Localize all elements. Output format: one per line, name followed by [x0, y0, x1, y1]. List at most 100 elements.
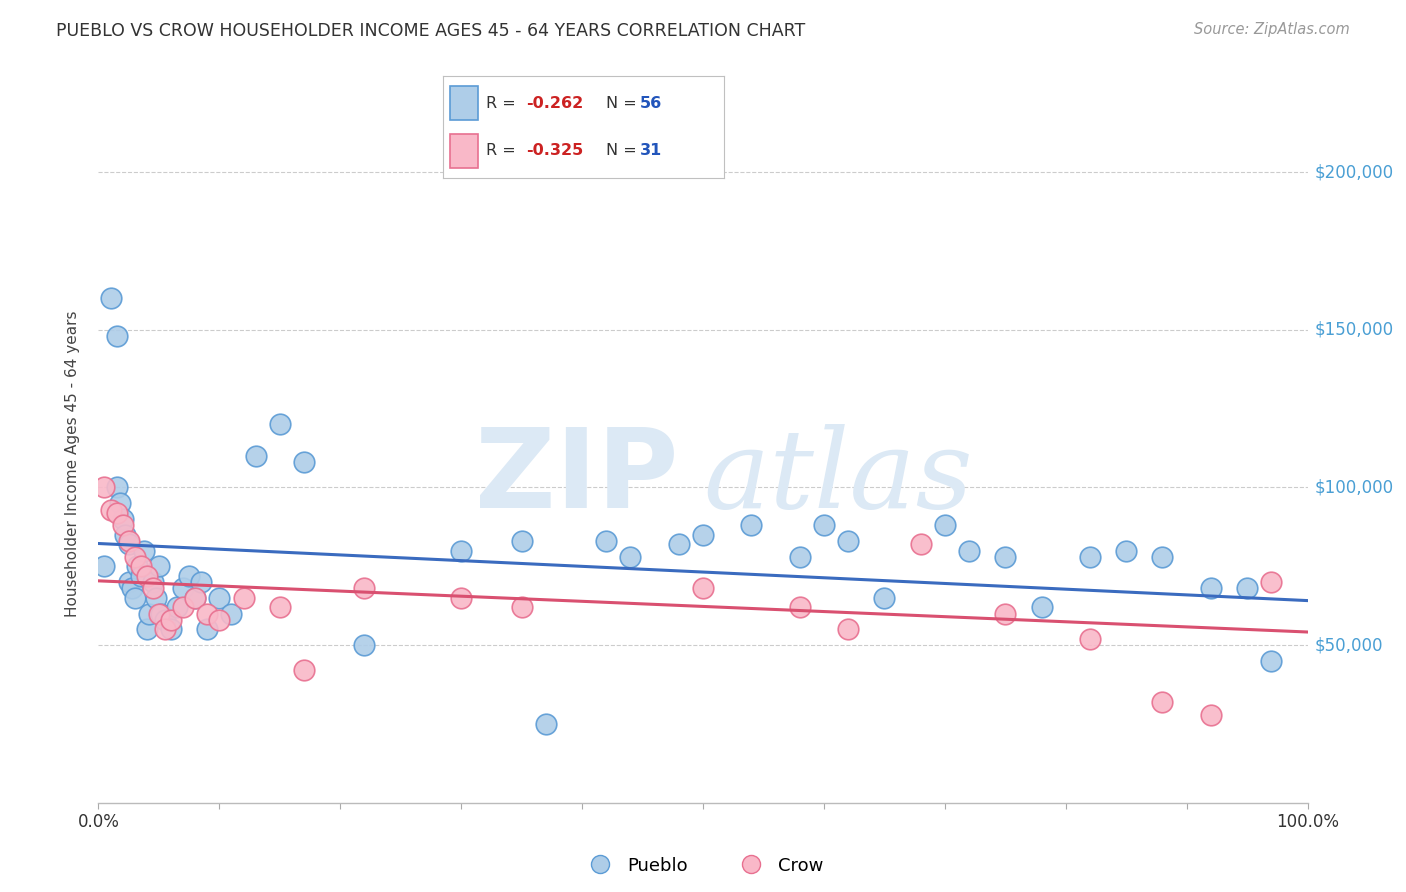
Point [160, 613, 183, 627]
Point [93, 481, 115, 495]
Point [957, 543, 980, 558]
Point [195, 607, 218, 621]
Point [100, 291, 122, 305]
Point [910, 537, 932, 551]
Point [153, 623, 176, 637]
Point [172, 600, 194, 615]
Point [150, 607, 173, 621]
Text: R =: R = [486, 96, 522, 111]
Point [100, 502, 122, 516]
Point [668, 537, 690, 551]
Point [135, 623, 157, 637]
Point [934, 518, 956, 533]
Point [129, 568, 152, 582]
Point [353, 582, 375, 596]
Point [134, 543, 156, 558]
Text: $200,000: $200,000 [1315, 163, 1393, 181]
Point [118, 534, 141, 549]
Point [172, 582, 194, 596]
Text: 31: 31 [640, 144, 662, 158]
Text: 56: 56 [640, 96, 662, 111]
Point [619, 549, 641, 564]
Point [160, 623, 183, 637]
Text: atlas: atlas [703, 424, 973, 531]
Point [450, 543, 472, 558]
Point [221, 607, 243, 621]
Text: $150,000: $150,000 [1315, 321, 1393, 339]
Point [1115, 543, 1137, 558]
Text: Source: ZipAtlas.com: Source: ZipAtlas.com [1194, 22, 1350, 37]
Point [994, 607, 1017, 621]
Text: R =: R = [486, 144, 522, 158]
Point [534, 717, 557, 731]
Point [105, 329, 128, 343]
Point [269, 600, 291, 615]
Point [145, 591, 167, 605]
Point [105, 506, 128, 520]
Point [105, 481, 128, 495]
Point [184, 591, 207, 605]
Point [692, 582, 714, 596]
Point [1152, 549, 1174, 564]
Point [789, 600, 811, 615]
Point [245, 449, 267, 463]
Point [118, 575, 141, 590]
Point [148, 559, 170, 574]
Point [873, 591, 896, 605]
Point [740, 518, 762, 533]
Point [1199, 582, 1222, 596]
Point [1236, 582, 1258, 596]
Point [292, 455, 315, 469]
Point [127, 559, 149, 574]
Point [129, 559, 152, 574]
Point [108, 496, 131, 510]
Point [121, 582, 143, 596]
Point [124, 591, 146, 605]
Point [208, 591, 231, 605]
Point [177, 568, 201, 582]
Point [232, 591, 254, 605]
Text: PUEBLO VS CROW HOUSEHOLDER INCOME AGES 45 - 64 YEARS CORRELATION CHART: PUEBLO VS CROW HOUSEHOLDER INCOME AGES 4… [56, 22, 806, 40]
Point [789, 549, 811, 564]
Y-axis label: Householder Income Ages 45 - 64 years: Householder Income Ages 45 - 64 years [65, 310, 80, 617]
Point [813, 518, 835, 533]
Point [353, 638, 375, 652]
Text: ZIP: ZIP [475, 424, 679, 531]
Point [148, 607, 170, 621]
Point [124, 549, 146, 564]
Point [837, 534, 859, 549]
Point [184, 591, 207, 605]
Point [1260, 575, 1282, 590]
Point [195, 623, 218, 637]
Point [450, 591, 472, 605]
Point [111, 518, 134, 533]
Point [142, 582, 165, 596]
Bar [450, 135, 478, 168]
Point [1152, 695, 1174, 709]
Point [510, 534, 533, 549]
Point [135, 568, 157, 582]
Point [208, 613, 231, 627]
Text: $50,000: $50,000 [1315, 636, 1384, 654]
Point [1199, 707, 1222, 722]
Point [166, 600, 188, 615]
Point [1260, 654, 1282, 668]
Point [142, 575, 165, 590]
Point [114, 528, 136, 542]
Point [190, 575, 212, 590]
Point [118, 537, 141, 551]
Text: N =: N = [606, 144, 643, 158]
Point [837, 623, 859, 637]
Legend: Pueblo, Crow: Pueblo, Crow [575, 849, 831, 882]
Point [1078, 632, 1101, 646]
Point [1078, 549, 1101, 564]
Point [153, 613, 176, 627]
Point [269, 417, 291, 432]
Point [292, 664, 315, 678]
Point [510, 600, 533, 615]
Text: -0.325: -0.325 [526, 144, 583, 158]
Text: -0.262: -0.262 [526, 96, 583, 111]
Point [138, 607, 160, 621]
Text: N =: N = [606, 96, 643, 111]
Text: $100,000: $100,000 [1315, 478, 1393, 497]
